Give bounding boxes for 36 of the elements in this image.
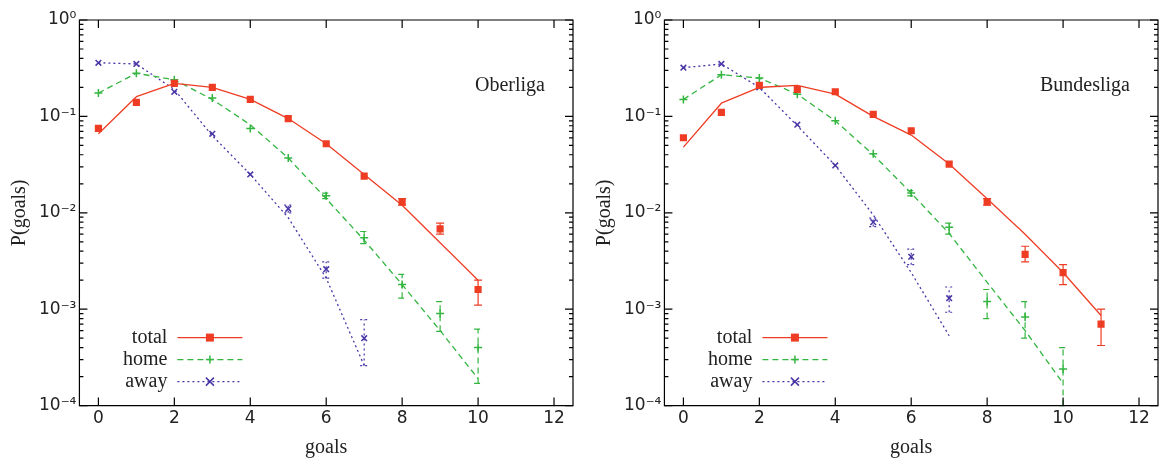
y-tick-label: 10⁻¹: [39, 104, 77, 125]
y-axis-title: P(goals): [7, 179, 31, 247]
legend-label: total: [131, 324, 168, 347]
x-tick-label: 12: [1128, 407, 1150, 428]
legend-label: home: [122, 346, 168, 369]
y-tick-label: 10⁰: [632, 8, 662, 29]
y-tick-label: 10⁻⁴: [39, 394, 77, 415]
y-tick-label: 10⁻³: [39, 297, 77, 318]
x-tick-label: 8: [981, 407, 993, 428]
x-tick-label: 0: [92, 407, 104, 428]
legend-label: away: [710, 368, 753, 392]
x-tick-label: 6: [320, 407, 332, 428]
x-axis-title: goals: [890, 435, 933, 459]
x-tick-label: 2: [168, 407, 180, 428]
annotation: Oberliga: [475, 73, 546, 97]
y-tick-label: 10⁻⁴: [624, 394, 662, 415]
x-axis-title: goals: [305, 435, 348, 459]
x-tick-label: 12: [543, 407, 565, 428]
y-tick-label: 10⁻²: [39, 201, 77, 222]
x-tick-label: 6: [905, 407, 917, 428]
y-axis-title: P(goals): [592, 179, 616, 247]
y-tick-label: 10⁰: [47, 8, 77, 29]
x-tick-label: 10: [1052, 407, 1074, 428]
legend-label: home: [707, 346, 753, 369]
x-tick-label: 4: [829, 407, 841, 428]
legend-label: total: [716, 324, 753, 347]
x-tick-label: 2: [753, 407, 765, 428]
y-tick-label: 10⁻¹: [624, 104, 662, 125]
x-tick-label: 10: [467, 407, 489, 428]
x-tick-label: 0: [677, 407, 689, 428]
legend-label: away: [125, 368, 168, 392]
x-tick-label: 4: [244, 407, 256, 428]
annotation: Bundesliga: [1040, 73, 1131, 97]
y-tick-label: 10⁻²: [624, 201, 662, 222]
x-tick-label: 8: [396, 407, 408, 428]
y-tick-label: 10⁻³: [624, 297, 662, 318]
